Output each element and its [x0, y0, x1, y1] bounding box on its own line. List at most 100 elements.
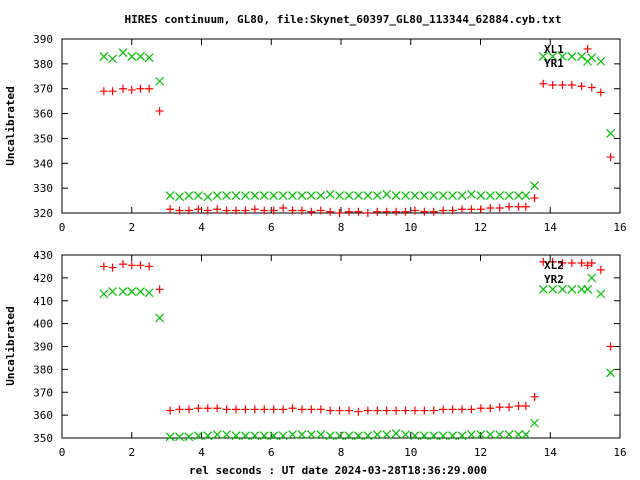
data-point	[495, 403, 504, 412]
data-point	[391, 191, 401, 201]
data-point	[184, 191, 194, 201]
chart-title: HIRES continuum, GL80, file:Skynet_60397…	[124, 13, 561, 26]
data-point	[476, 205, 485, 214]
data-point	[363, 191, 373, 201]
data-point	[410, 431, 420, 441]
bottom-panel: Uncalibrated 350360370380390400410420430…	[4, 249, 627, 459]
x-tick-label: 16	[613, 221, 626, 234]
data-point	[354, 407, 363, 416]
data-point	[193, 431, 203, 441]
series-YR1	[99, 48, 616, 202]
data-point	[99, 262, 108, 271]
data-point	[419, 191, 429, 201]
legend-label: XL1	[544, 43, 564, 56]
data-point	[108, 287, 117, 297]
data-point	[596, 265, 605, 274]
data-point	[306, 191, 316, 201]
data-point	[583, 261, 592, 270]
data-point	[269, 405, 278, 414]
data-point	[429, 406, 438, 415]
data-point	[325, 431, 335, 441]
data-point	[241, 191, 250, 201]
legend-label: YR1	[544, 57, 564, 70]
data-point	[278, 191, 288, 201]
data-point	[521, 202, 530, 211]
data-point	[530, 392, 539, 401]
data-point	[392, 406, 401, 415]
data-point	[279, 204, 288, 213]
data-point	[316, 430, 326, 439]
data-point	[382, 430, 392, 439]
y-tick-label: 390	[33, 341, 53, 354]
data-point	[391, 429, 401, 438]
data-point	[577, 259, 586, 268]
data-point	[203, 192, 213, 202]
data-point	[316, 191, 326, 201]
y-tick-label: 400	[33, 318, 53, 331]
data-point	[448, 206, 457, 215]
data-point	[587, 83, 596, 92]
data-point	[345, 207, 354, 216]
data-point	[429, 207, 438, 216]
data-point	[372, 191, 382, 201]
data-point	[232, 206, 241, 215]
x-tick-label: 6	[268, 221, 275, 234]
data-point	[118, 48, 128, 58]
legend-label: XL2	[544, 259, 564, 272]
data-point	[344, 431, 354, 441]
y-tick-label: 350	[33, 432, 53, 445]
data-point	[438, 431, 448, 441]
data-point	[278, 431, 288, 441]
data-point	[567, 259, 576, 268]
data-point	[326, 207, 335, 216]
data-point	[144, 288, 154, 298]
y-axis-label-top: Uncalibrated	[4, 86, 17, 165]
data-point	[505, 202, 514, 211]
data-point	[212, 191, 222, 201]
data-point	[410, 406, 419, 415]
data-point	[420, 207, 429, 216]
data-point	[269, 431, 279, 441]
data-point	[184, 405, 193, 414]
data-point	[108, 263, 117, 272]
data-point	[429, 191, 439, 201]
data-point	[577, 82, 586, 91]
x-tick-label: 6	[268, 446, 275, 459]
data-point	[558, 51, 567, 61]
data-point	[212, 430, 222, 439]
data-point	[530, 194, 539, 203]
data-point	[288, 191, 297, 201]
data-point	[175, 206, 184, 215]
data-point	[213, 404, 222, 413]
data-point	[231, 191, 241, 201]
data-point	[354, 191, 363, 201]
data-point	[241, 405, 250, 414]
data-point	[587, 53, 597, 63]
x-axis-label: rel seconds : UT date 2024-03-28T18:36:2…	[189, 464, 487, 477]
x-tick-label: 14	[544, 446, 558, 459]
data-point	[222, 405, 231, 414]
data-point	[232, 405, 241, 414]
data-point	[363, 209, 372, 217]
x-tick-label: 0	[59, 446, 66, 459]
data-point	[127, 261, 136, 270]
data-point	[429, 431, 439, 441]
data-point	[345, 406, 354, 415]
data-point	[260, 405, 269, 414]
data-point	[514, 430, 523, 439]
data-point	[297, 430, 307, 439]
data-point	[136, 287, 145, 297]
data-point	[363, 431, 373, 441]
data-point	[194, 404, 203, 413]
data-point	[335, 191, 345, 201]
data-point	[606, 129, 616, 138]
x-tick-label: 12	[474, 221, 487, 234]
x-tick-label: 2	[128, 221, 135, 234]
data-point	[155, 313, 165, 323]
data-point	[259, 431, 269, 441]
data-point	[297, 405, 306, 414]
data-point	[250, 431, 260, 441]
data-point	[596, 88, 605, 97]
data-point	[530, 181, 539, 191]
data-point	[288, 206, 297, 215]
